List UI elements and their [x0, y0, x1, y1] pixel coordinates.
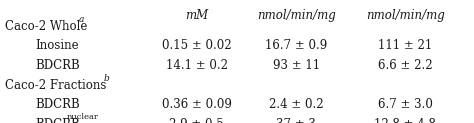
Text: 37 ± 3: 37 ± 3	[276, 118, 316, 123]
Text: 6.6 ± 2.2: 6.6 ± 2.2	[378, 59, 433, 72]
Text: 2.4 ± 0.2: 2.4 ± 0.2	[269, 98, 324, 111]
Text: 111 ± 21: 111 ± 21	[378, 39, 432, 52]
Text: 0.15 ± 0.02: 0.15 ± 0.02	[162, 39, 231, 52]
Text: 0.36 ± 0.09: 0.36 ± 0.09	[162, 98, 232, 111]
Text: 2.9 ± 0.5: 2.9 ± 0.5	[169, 118, 224, 123]
Text: 14.1 ± 0.2: 14.1 ± 0.2	[166, 59, 228, 72]
Text: 6.7 ± 3.0: 6.7 ± 3.0	[378, 98, 433, 111]
Text: b: b	[103, 74, 109, 83]
Text: BDCRB: BDCRB	[36, 118, 80, 123]
Text: BDCRB: BDCRB	[36, 59, 80, 72]
Text: a: a	[79, 15, 84, 24]
Text: Caco-2 Whole: Caco-2 Whole	[5, 20, 87, 32]
Text: Inosine: Inosine	[36, 39, 79, 52]
Text: 93 ± 11: 93 ± 11	[273, 59, 320, 72]
Text: BDCRB: BDCRB	[36, 98, 80, 111]
Text: mM: mM	[185, 9, 208, 22]
Text: Caco-2 Fractions: Caco-2 Fractions	[5, 79, 106, 92]
Text: nmol/min/mg: nmol/min/mg	[366, 9, 445, 22]
Text: nmol/min/mg: nmol/min/mg	[257, 9, 336, 22]
Text: 12.8 ± 4.8: 12.8 ± 4.8	[374, 118, 436, 123]
Text: 16.7 ± 0.9: 16.7 ± 0.9	[265, 39, 328, 52]
Text: nuclear: nuclear	[66, 113, 98, 121]
